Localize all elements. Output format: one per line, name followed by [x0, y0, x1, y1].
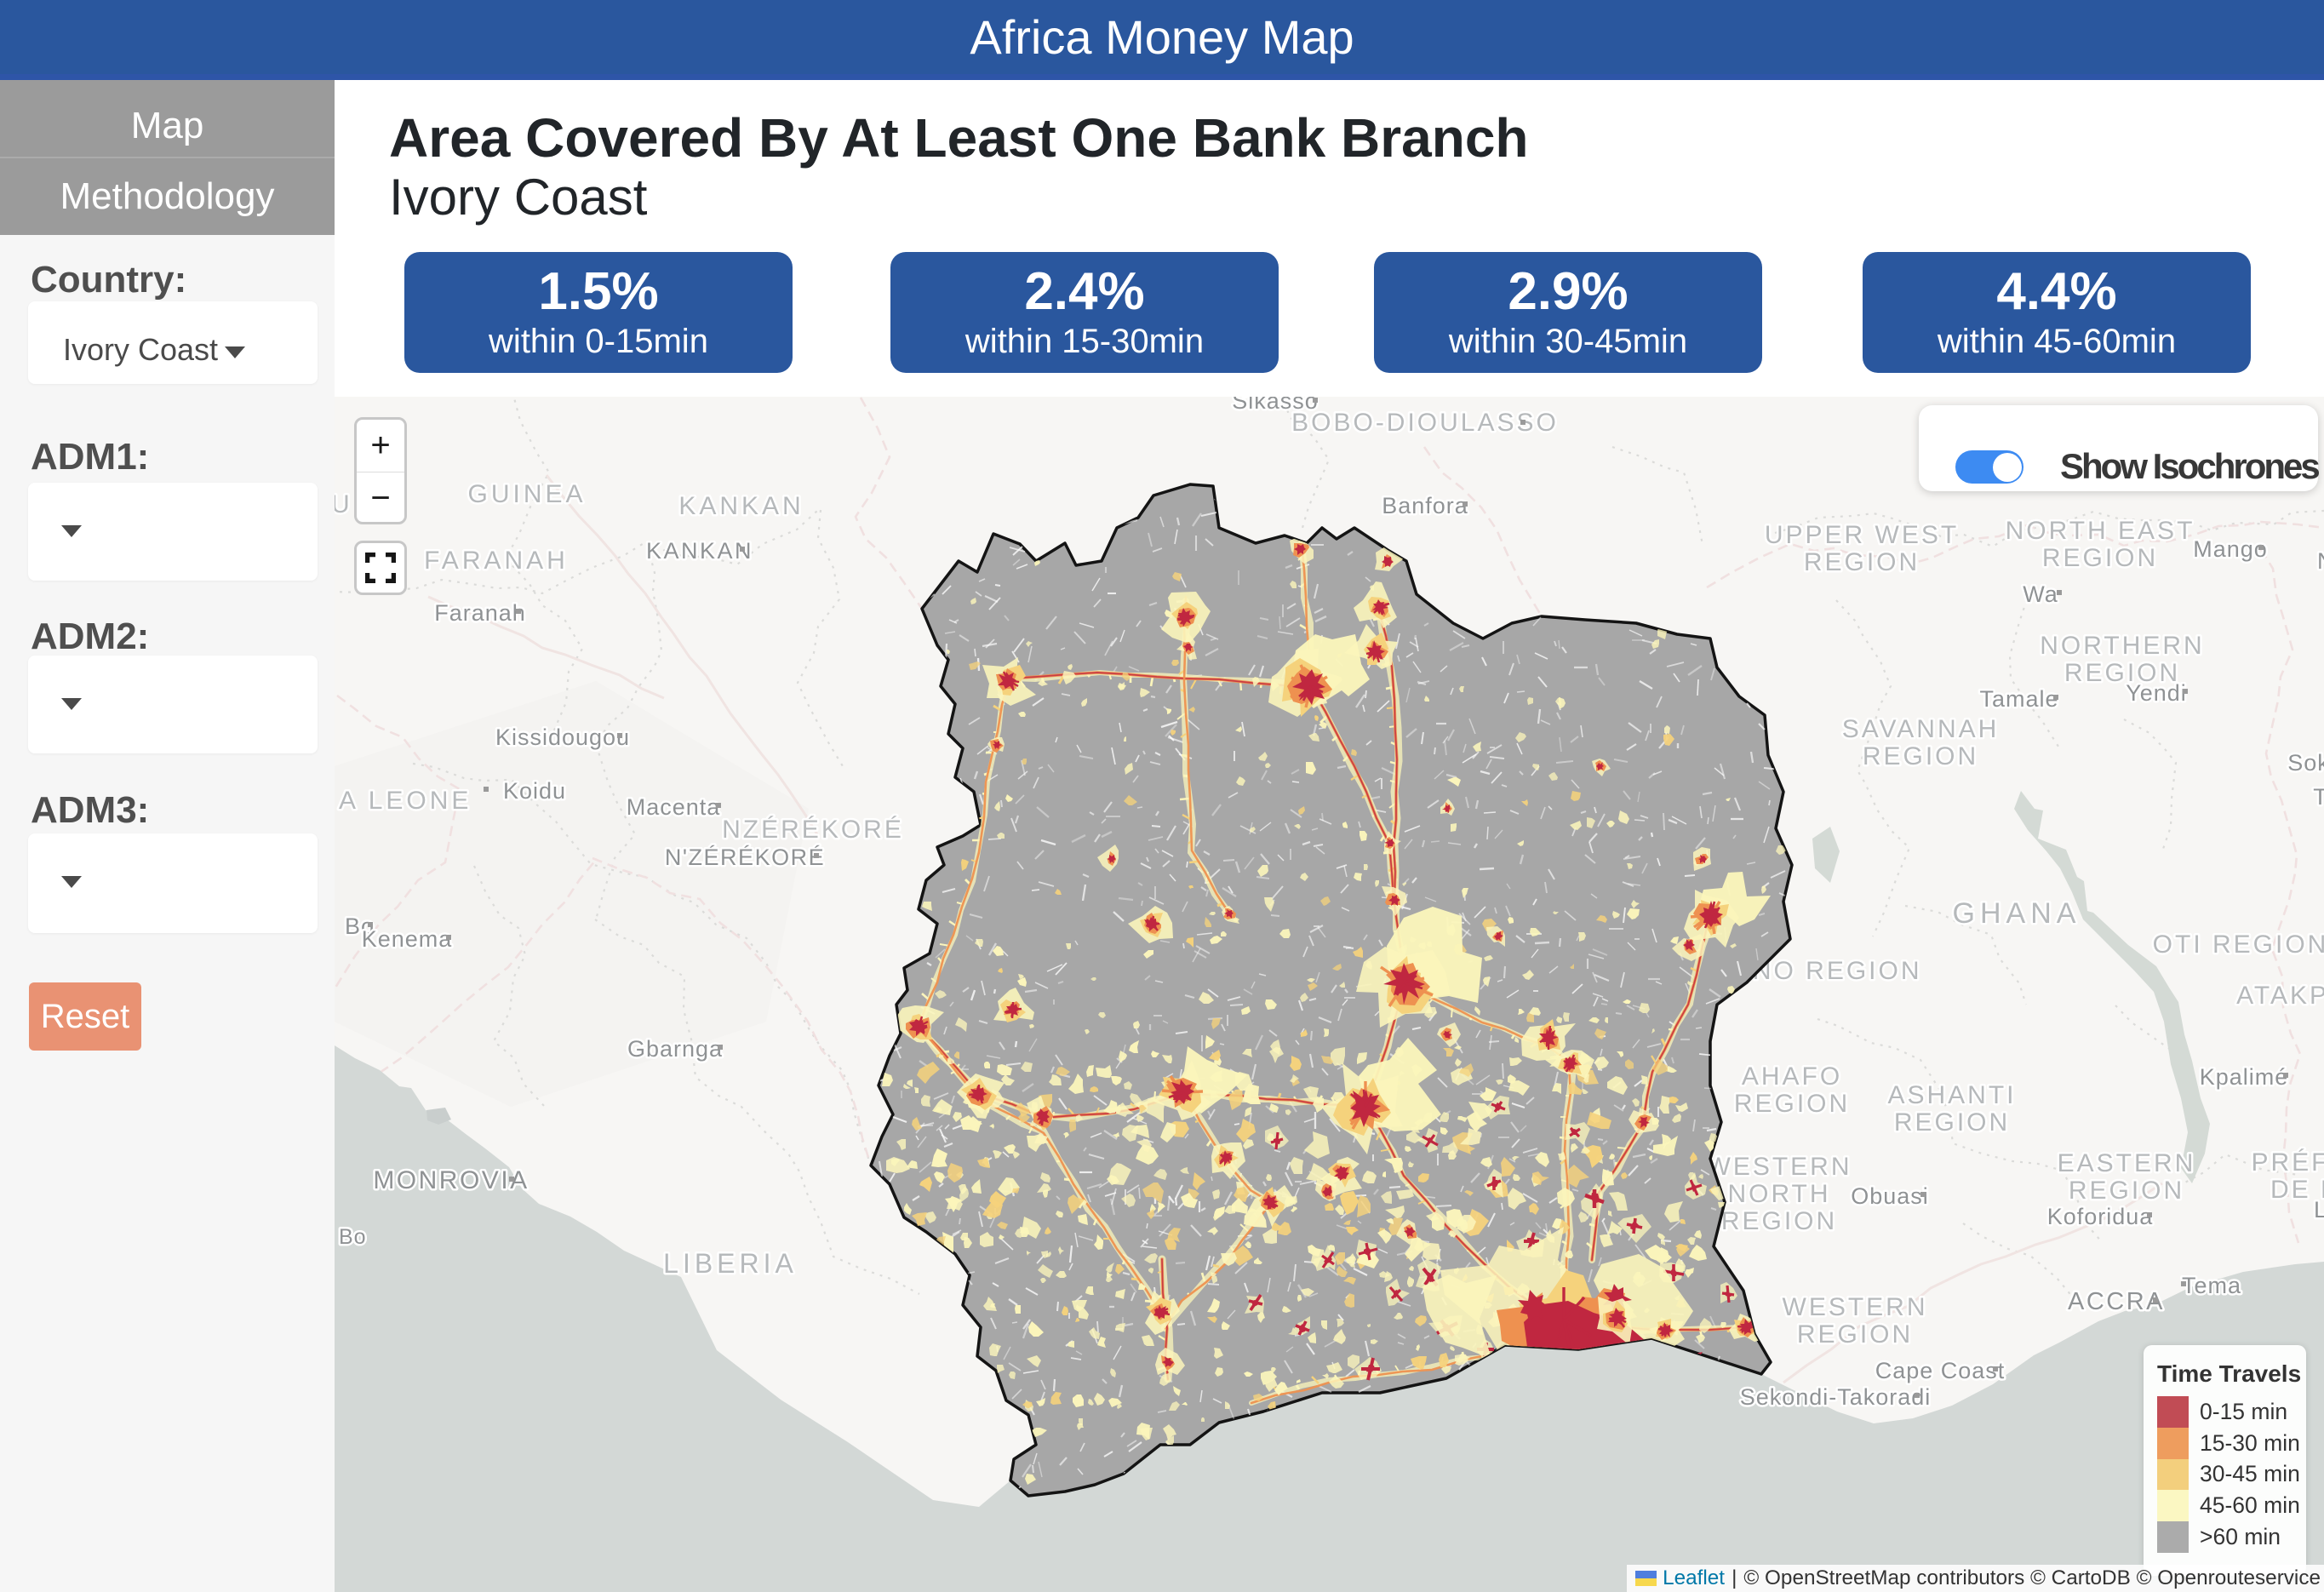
svg-text:Tema: Tema	[2182, 1273, 2241, 1298]
svg-text:Obuasi: Obuasi	[1851, 1183, 1929, 1209]
svg-text:REGION: REGION	[1734, 1090, 1850, 1118]
svg-text:REGION: REGION	[2069, 1177, 2184, 1205]
svg-text:REGION: REGION	[1863, 742, 1978, 770]
svg-text:Koidu: Koidu	[503, 778, 566, 804]
svg-text:NZÉRÉKORÉ: NZÉRÉKORÉ	[722, 816, 904, 844]
svg-text:Sok: Sok	[2287, 750, 2324, 776]
svg-text:Cape Coast: Cape Coast	[1875, 1358, 2006, 1383]
svg-text:Macenta: Macenta	[627, 794, 721, 820]
svg-text:Faranah: Faranah	[434, 600, 526, 626]
svg-text:KANKAN: KANKAN	[646, 538, 753, 564]
svg-text:N'ZÉRÉKORÉ: N'ZÉRÉKORÉ	[665, 845, 825, 870]
svg-text:Banfora: Banfora	[1382, 493, 1468, 518]
svg-text:T: T	[2313, 784, 2324, 810]
svg-text:OTI REGION: OTI REGION	[2153, 931, 2324, 959]
svg-text:WESTERN: WESTERN	[1783, 1293, 1928, 1321]
svg-text:Mango: Mango	[2193, 536, 2268, 562]
svg-text:REGION: REGION	[2042, 544, 2158, 572]
svg-text:WESTERN: WESTERN	[1707, 1153, 1852, 1181]
svg-text:GHANA: GHANA	[1953, 897, 2081, 930]
svg-text:NORTHERN: NORTHERN	[2040, 632, 2204, 660]
svg-text:AHAFO: AHAFO	[1742, 1062, 1842, 1091]
svg-text:NORTH: NORTH	[1727, 1180, 1830, 1208]
svg-text:REGION: REGION	[2064, 659, 2180, 687]
svg-text:Gbarnga: Gbarnga	[627, 1036, 723, 1062]
svg-text:FARANAH: FARANAH	[424, 547, 569, 575]
svg-text:REGION: REGION	[1804, 548, 1920, 576]
svg-text:GUINEA: GUINEA	[467, 480, 586, 508]
svg-text:U: U	[335, 490, 353, 518]
svg-text:Kissidougou: Kissidougou	[495, 724, 630, 750]
svg-text:EASTERN: EASTERN	[2058, 1149, 2196, 1177]
svg-text:Kpalimé: Kpalimé	[2200, 1064, 2289, 1090]
svg-text:KANKAN: KANKAN	[678, 492, 804, 520]
svg-text:Wa: Wa	[2023, 581, 2058, 607]
svg-text:MONROVIA: MONROVIA	[373, 1166, 529, 1194]
svg-text:Bo: Bo	[339, 1225, 367, 1249]
svg-text:REGION: REGION	[1721, 1207, 1837, 1235]
svg-text:BOBO-DIOULASSO: BOBO-DIOULASSO	[1291, 409, 1559, 437]
svg-text:Yendi: Yendi	[2126, 680, 2187, 706]
svg-text:LIBERIA: LIBERIA	[663, 1248, 798, 1279]
svg-text:ACCRA: ACCRA	[2068, 1288, 2165, 1315]
svg-text:L: L	[2314, 1197, 2324, 1223]
svg-text:SAVANNAH: SAVANNAH	[1842, 715, 2000, 743]
svg-text:Sekondi-Takoradi: Sekondi-Takoradi	[1740, 1384, 1932, 1410]
svg-text:Kenema: Kenema	[362, 926, 453, 952]
svg-text:DE K: DE K	[2270, 1176, 2324, 1204]
svg-text:Na: Na	[2317, 548, 2324, 574]
svg-text:A LEONE: A LEONE	[339, 787, 472, 815]
svg-text:Koforidua: Koforidua	[2047, 1204, 2154, 1229]
svg-text:Tamale: Tamale	[1979, 686, 2058, 712]
svg-text:REGION: REGION	[1797, 1320, 1913, 1349]
svg-text:REGION: REGION	[1894, 1108, 2010, 1137]
svg-text:UPPER WEST: UPPER WEST	[1765, 521, 1959, 549]
svg-text:NORTH EAST: NORTH EAST	[2006, 517, 2195, 545]
svg-text:PRÉFE: PRÉFE	[2251, 1148, 2324, 1177]
svg-text:ASHANTI: ASHANTI	[1887, 1081, 2016, 1109]
svg-text:Sikasso: Sikasso	[1232, 397, 1319, 414]
